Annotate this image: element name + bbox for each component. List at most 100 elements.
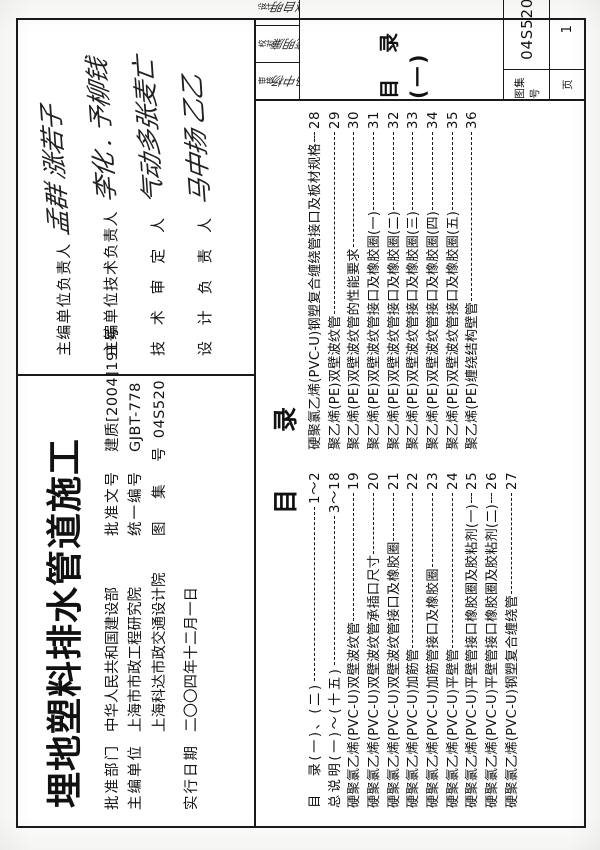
- metadata-table: 批准部门 中华人民共和国建设部 批准文号 建质[2004]191号 主编单位 上…: [102, 327, 204, 810]
- toc-entry-page: 31: [367, 110, 383, 130]
- toc-entry[interactable]: 硬聚氯乙烯(PVC-U)加筋管 22: [406, 472, 421, 808]
- toc-entry-label: 聚乙烯(PE)双壁波纹管接口及橡胶圈(一): [367, 210, 383, 450]
- toc-entry-page: 36: [465, 110, 481, 130]
- toc-entry-page: 19: [347, 471, 363, 491]
- toc-entry-label: 硬聚氯乙烯(PVC-U)双壁波纹管接口及橡胶圈: [386, 541, 402, 808]
- toc-heading: 目 录: [271, 390, 300, 514]
- unified-no-value: GJBT-778: [128, 382, 145, 452]
- chief-unit-head-label: 主编单位负责人: [55, 242, 73, 356]
- toc-entry-label: 硬聚氯乙烯(PVC-U)钢塑复合缠绕管接口及板材规格: [308, 143, 323, 450]
- toc-leader-dots: [314, 132, 315, 143]
- toc-entry-label: 硬聚氯乙烯(PVC-U)加筋管接口及橡胶圈: [426, 568, 442, 808]
- atlas-no-key: 图集号: [504, 68, 549, 99]
- signature-row: 主编单位技术负责人 李化 . 予柳钱: [82, 30, 123, 356]
- toc-leader-dots: [491, 493, 493, 504]
- design-head-signature: 马中扬 乙乙: [177, 73, 216, 207]
- toc-entry-page: 22: [406, 471, 422, 491]
- toc-entry-label: 聚乙烯(PE)双壁波纹管接口及橡胶圈(五): [445, 210, 461, 450]
- toc-entry-page: 28: [308, 110, 323, 130]
- title-block-review-cell: 审核 马中杨: [256, 61, 299, 99]
- toc-entry[interactable]: 聚乙烯(PE)双壁波纹管 29: [328, 111, 343, 450]
- tech-approver-label: 技 术 审 定 人: [149, 212, 167, 356]
- toc-leader-dots: [392, 493, 394, 541]
- toc-entry[interactable]: 硬聚氯乙烯(PVC-U)双壁波纹管承插口尺寸 20: [367, 472, 382, 808]
- toc-entry-label: 硬聚氯乙烯(PVC-U)双壁波纹管承插口尺寸: [367, 554, 383, 808]
- chief-unit-tech-head-label: 主编单位技术负责人: [102, 210, 120, 356]
- toc-entry-label: 硬聚氯乙烯(PVC-U)加筋管: [406, 648, 422, 808]
- toc-leader-dots: [471, 493, 473, 504]
- toc-entry-label: 硬聚氯乙烯(PVC-U)平壁管接口橡胶圈及胶粘剂(二): [485, 504, 501, 808]
- signature-row: 技 术 审 定 人 气动多张麦亡: [129, 30, 170, 356]
- toc-entry[interactable]: 硬聚氯乙烯(PVC-U)双壁波纹管 19: [347, 472, 362, 808]
- signature-block: 主编单位负责人 孟群 涨若子 主编单位技术负责人 李化 . 予柳钱 技 术 审 …: [18, 20, 254, 374]
- toc-right-column: 硬聚氯乙烯(PVC-U)钢塑复合缠绕管接口及板材规格 28 聚乙烯(PE)双壁波…: [308, 111, 580, 450]
- metadata-row: 实行日期 二〇〇四年十二月一日: [181, 386, 203, 810]
- toc-area: 目 录 目 录(一)、(二) 1～2 总说明(一)～(十五): [256, 101, 584, 826]
- unified-no-label: 统一编号: [128, 470, 145, 536]
- chief-unit-head-signature: 孟群 涨若子: [36, 103, 75, 237]
- toc-entry-label: 聚乙烯(PE)双壁波纹管: [327, 315, 343, 450]
- toc-entry[interactable]: 聚乙烯(PE)双壁波纹管接口及橡胶圈(四) 34: [426, 111, 441, 450]
- toc-entry[interactable]: 聚乙烯(PE)缠绕结构壁管 36: [465, 111, 480, 450]
- signature-row: 主编单位负责人 孟群 涨若子: [36, 30, 76, 356]
- title-block-page-row: 页 1: [550, 0, 584, 99]
- page-key: 页: [550, 68, 584, 99]
- toc-entry[interactable]: 硬聚氯乙烯(PVC-U)双壁波纹管接口及橡胶圈 21: [387, 472, 402, 808]
- toc-leader-dots: [314, 507, 315, 682]
- drawing-title-block: 审核 马中杨 校对 庞明廉 设计 赵自明: [256, 0, 584, 101]
- toc-entry-label: 硬聚氯乙烯(PVC-U)双壁波纹管: [347, 621, 363, 808]
- review-signature: 马中杨: [271, 73, 299, 88]
- table-of-contents-band: 目 录 目 录(一)、(二) 1～2 总说明(一)～(十五): [256, 0, 584, 826]
- toc-leader-dots: [451, 493, 453, 648]
- toc-entry-page: 26: [485, 471, 501, 491]
- toc-entry-label: 硬聚氯乙烯(PVC-U)平壁管接口橡胶圈及胶粘剂(一): [465, 504, 481, 808]
- toc-entry-page: 20: [367, 471, 383, 491]
- toc-entry-page: 3～18: [327, 471, 343, 514]
- toc-entry[interactable]: 硬聚氯乙烯(PVC-U)平壁管接口橡胶圈及胶粘剂(二) 26: [485, 472, 500, 808]
- toc-leader-dots: [353, 493, 355, 621]
- toc-entry[interactable]: 聚乙烯(PE)双壁波纹管接口及橡胶圈(一) 31: [367, 111, 382, 450]
- toc-entry-label: 目 录(一)、(二): [308, 682, 323, 808]
- toc-entry-page: 25: [465, 471, 481, 491]
- chief-unit-tech-head-signature: 李化 . 予柳钱: [82, 57, 122, 204]
- metadata-row: 主编单位 上海市市政工程研究院 统一编号 GJBT-778: [125, 382, 147, 810]
- title-block-doc-name: 目 录(一): [300, 0, 504, 99]
- toc-leader-dots: [333, 516, 335, 666]
- toc-entry[interactable]: 聚乙烯(PE)双壁波纹管接口及橡胶圈(三) 33: [406, 111, 421, 450]
- atlas-no-val: 04S520: [517, 0, 536, 60]
- approval-dept-value: 中华人民共和国建设部: [105, 587, 121, 732]
- doc-name-text: 目 录(一): [376, 29, 430, 99]
- toc-entry[interactable]: 硬聚氯乙烯(PVC-U)加筋管接口及橡胶圈 23: [426, 472, 441, 808]
- toc-leader-dots: [412, 493, 414, 648]
- cover-header-band: 埋地塑料排水管道施工 批准部门 中华人民共和国建设部 批准文号 建质[2004]…: [18, 20, 256, 826]
- title-block-atlas-no-row: 图集号 04S520: [504, 0, 550, 99]
- atlas-no-label: 图 集 号: [151, 438, 168, 536]
- toc-entry-page: 29: [327, 110, 343, 130]
- toc-entry[interactable]: 目 录(一)、(二) 1～2: [308, 472, 323, 808]
- toc-entry-page: 32: [386, 110, 402, 130]
- chief-editor-value-2: 上海科达市政交通设计院: [151, 572, 168, 733]
- toc-entry-label: 聚乙烯(PE)双壁波纹管的性能要求: [347, 248, 363, 450]
- toc-entry[interactable]: 硬聚氯乙烯(PVC-U)平壁管接口橡胶圈及胶粘剂(一) 25: [465, 472, 480, 808]
- toc-entry[interactable]: 硬聚氯乙烯(PVC-U)平壁管 24: [446, 472, 461, 808]
- toc-leader-dots: [373, 493, 375, 554]
- toc-entry[interactable]: 总说明(一)～(十五) 3～18: [328, 472, 343, 808]
- toc-leader-dots: [412, 132, 414, 210]
- toc-leader-dots: [392, 132, 394, 210]
- toc-entry-page: 21: [386, 471, 402, 491]
- toc-leader-dots: [333, 132, 335, 315]
- effective-date-label: 实行日期: [184, 744, 201, 810]
- atlas-title: 埋地塑料排水管道施工: [45, 437, 86, 808]
- toc-entry[interactable]: 硬聚氯乙烯(PVC-U)钢塑复合缠绕管接口及板材规格 28: [308, 111, 323, 450]
- title-block-design-cell: 设计 赵自明: [256, 0, 299, 25]
- page-val: 1: [559, 24, 575, 34]
- toc-entry-label: 聚乙烯(PE)双壁波纹管接口及橡胶圈(二): [386, 210, 402, 450]
- signature-row: 设 计 负 责 人 马中扬 乙乙: [177, 30, 217, 356]
- toc-entry[interactable]: 聚乙烯(PE)双壁波纹管的性能要求 30: [347, 111, 362, 450]
- approval-dept-label: 批准部门: [105, 744, 121, 810]
- toc-entry[interactable]: 硬聚氯乙烯(PVC-U)钢塑复合缠绕管 27: [505, 472, 520, 808]
- toc-entry[interactable]: 聚乙烯(PE)双壁波纹管接口及橡胶圈(二) 32: [387, 111, 402, 450]
- toc-entry[interactable]: 聚乙烯(PE)双壁波纹管接口及橡胶圈(五) 35: [446, 111, 461, 450]
- toc-entry-page: 1～2: [308, 471, 323, 505]
- toc-entry-label: 聚乙烯(PE)双壁波纹管接口及橡胶圈(三): [406, 210, 422, 450]
